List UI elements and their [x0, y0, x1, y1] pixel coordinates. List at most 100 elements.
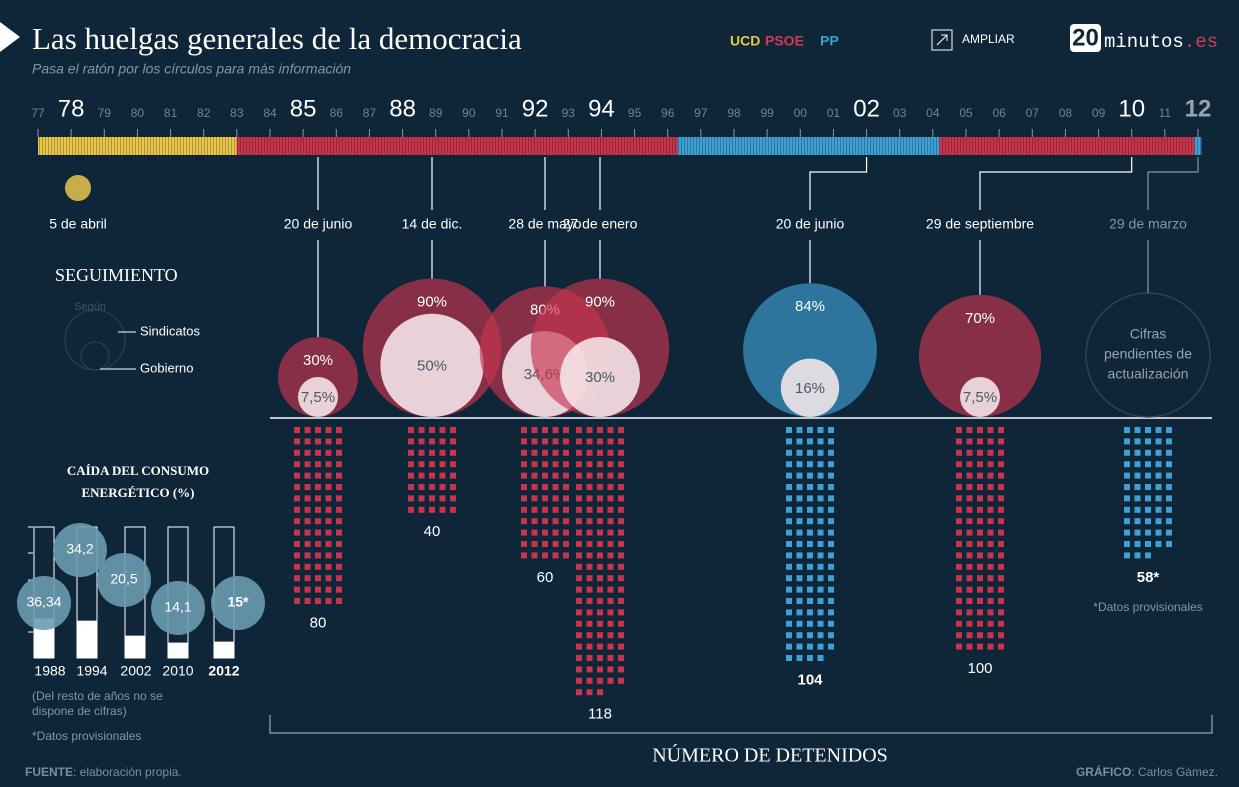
- detained-dot: [977, 598, 983, 604]
- detained-dot: [597, 472, 603, 479]
- detained-dot: [607, 598, 614, 604]
- strike-date: 5 de abril: [49, 216, 107, 232]
- zoom-label[interactable]: AMPLIAR: [962, 32, 1015, 46]
- energy-category: 1988: [34, 663, 65, 679]
- detained-dot: [294, 438, 300, 445]
- detained-dot: [315, 541, 321, 547]
- detained-dot: [796, 484, 803, 490]
- unions-label: 90%: [417, 293, 447, 310]
- detained-dot: [807, 484, 813, 490]
- detained-label: 80: [310, 614, 327, 631]
- detained-dot: [576, 449, 582, 456]
- detained-dot: [956, 518, 962, 525]
- detained-dot: [542, 506, 548, 513]
- detained-dot: [998, 643, 1004, 650]
- detained-dot: [1155, 484, 1162, 490]
- detained-dot: [977, 461, 983, 468]
- detained-dot: [597, 643, 603, 650]
- year-label: 97: [694, 106, 708, 120]
- unions-circle: [918, 294, 1042, 418]
- detained-dot: [828, 552, 834, 559]
- year-label: 80: [131, 106, 145, 120]
- detained-dot: [586, 620, 593, 627]
- detained-dot: [977, 518, 983, 525]
- detained-dot: [998, 427, 1004, 433]
- year-label: 98: [727, 106, 741, 120]
- detained-dot: [304, 575, 311, 582]
- detained-dot: [294, 472, 300, 479]
- detained-dot: [807, 655, 813, 661]
- detained-dot: [418, 495, 425, 502]
- detained-dot: [325, 495, 332, 502]
- detained-dot: [1145, 529, 1151, 536]
- detained-dot: [618, 598, 624, 604]
- detained-dot: [817, 461, 824, 468]
- year-label: 10: [1118, 95, 1145, 122]
- energy-bar: [168, 642, 188, 658]
- detained-label: 100: [967, 660, 992, 677]
- detained-dot: [521, 484, 527, 490]
- detained-dot: [817, 438, 824, 445]
- detained-dot: [828, 575, 834, 582]
- detained-dot: [521, 518, 527, 525]
- energy-value-label: 14,1: [164, 599, 191, 615]
- header-arrow: [0, 22, 20, 52]
- detained-dot: [956, 563, 962, 570]
- energy-note: (Del resto de años no se: [32, 689, 163, 703]
- detained-dot: [1124, 518, 1130, 525]
- detained-dot: [336, 484, 342, 490]
- detained-dot: [987, 495, 994, 502]
- detained-dot: [828, 427, 834, 433]
- detained-dot: [531, 461, 538, 468]
- detained-dot: [966, 552, 973, 559]
- legend-source: Según: [74, 301, 106, 313]
- detained-dot: [966, 472, 973, 479]
- detained-dot: [542, 472, 548, 479]
- detained-dot: [607, 552, 614, 559]
- detained-dot: [1166, 427, 1172, 433]
- detained-dot: [618, 575, 624, 582]
- detained-dot: [563, 449, 569, 456]
- zoom-icon[interactable]: [931, 29, 953, 51]
- detained-dot: [576, 677, 582, 684]
- detained-dot: [521, 449, 527, 456]
- detained-dot: [966, 518, 973, 525]
- detained-dot: [576, 575, 582, 582]
- detained-dot: [563, 552, 569, 559]
- detained-dot: [828, 438, 834, 445]
- detained-dot: [552, 541, 559, 547]
- detained-label: 40: [424, 523, 441, 540]
- detained-dot: [439, 449, 446, 456]
- year-label: 87: [363, 106, 377, 120]
- detained-dot: [796, 552, 803, 559]
- energy-circle: [211, 576, 265, 630]
- detained-dot: [542, 427, 548, 433]
- energy-category: 1994: [76, 663, 107, 679]
- detained-label: 118: [588, 706, 612, 723]
- detained-dot: [294, 427, 300, 433]
- detained-dot: [552, 506, 559, 513]
- detained-dot: [563, 518, 569, 525]
- government-label: 16%: [795, 380, 825, 397]
- detained-dot: [828, 598, 834, 604]
- detained-dot: [977, 552, 983, 559]
- detained-dot: [521, 461, 527, 468]
- detained-dot: [542, 461, 548, 468]
- title: Las huelgas generales de la democracia: [32, 21, 522, 56]
- detained-dot: [828, 518, 834, 525]
- detained-dot: [315, 598, 321, 604]
- detained-dot: [531, 506, 538, 513]
- government-circle: [560, 337, 640, 418]
- detained-dot: [576, 472, 582, 479]
- detained-dot: [521, 495, 527, 502]
- detained-column: [408, 427, 456, 513]
- detained-dot: [966, 632, 973, 639]
- detained-dot: [315, 449, 321, 456]
- detained-dot: [521, 541, 527, 547]
- detained-dot: [429, 449, 435, 456]
- detained-dot: [987, 552, 994, 559]
- energy-circle: [97, 553, 151, 607]
- detained-dot: [439, 427, 446, 433]
- energy-category: 2010: [162, 663, 193, 679]
- detained-dot: [521, 427, 527, 433]
